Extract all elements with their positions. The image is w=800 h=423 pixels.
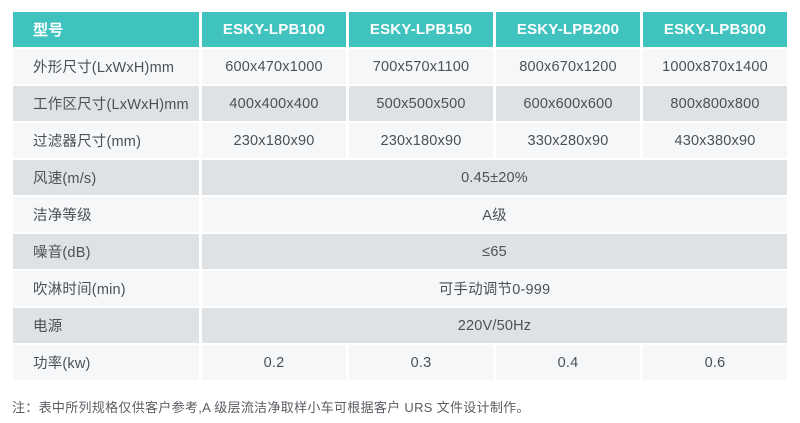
spec-value-merged: 0.45±20% xyxy=(202,160,787,195)
row-label: 过滤器尺寸(mm) xyxy=(13,123,199,158)
header-model-lpb100: ESKY-LPB100 xyxy=(202,12,346,47)
header-model-label: 型号 xyxy=(13,12,199,47)
spec-row: 外形尺寸(LxWxH)mm 600x470x1000 700x570x1100 800… xyxy=(13,49,787,84)
header-model-lpb200: ESKY-LPB200 xyxy=(496,12,640,47)
spec-row: 工作区尺寸(LxWxH)mm 400x400x400 500x500x500 600x… xyxy=(13,86,787,121)
spec-value: 1000x870x1400 xyxy=(643,49,787,84)
row-label: 吹淋时间(min) xyxy=(13,271,199,306)
spec-row: 吹淋时间(min) 可手动调节0-999 xyxy=(13,271,787,306)
spec-value: 600x600x600 xyxy=(496,86,640,121)
spec-row: 洁净等级 A级 xyxy=(13,197,787,232)
spec-value: 800x670x1200 xyxy=(496,49,640,84)
row-label: 电源 xyxy=(13,308,199,343)
spec-value: 0.3 xyxy=(349,345,493,380)
spec-value: 800x800x800 xyxy=(643,86,787,121)
spec-value: 0.6 xyxy=(643,345,787,380)
spec-table: 型号 ESKY-LPB100 ESKY-LPB150 ESKY-LPB200 E… xyxy=(10,10,790,382)
spec-value-merged: A级 xyxy=(202,197,787,232)
spec-value: 0.2 xyxy=(202,345,346,380)
spec-value: 0.4 xyxy=(496,345,640,380)
header-model-lpb150: ESKY-LPB150 xyxy=(349,12,493,47)
spec-value: 700x570x1100 xyxy=(349,49,493,84)
spec-value: 230x180x90 xyxy=(349,123,493,158)
row-label: 洁净等级 xyxy=(13,197,199,232)
spec-value: 230x180x90 xyxy=(202,123,346,158)
spec-value-merged: ≤65 xyxy=(202,234,787,269)
spec-row: 电源 220V/50Hz xyxy=(13,308,787,343)
row-label: 噪音(dB) xyxy=(13,234,199,269)
spec-value: 330x280x90 xyxy=(496,123,640,158)
spec-row: 风速(m/s) 0.45±20% xyxy=(13,160,787,195)
header-row: 型号 ESKY-LPB100 ESKY-LPB150 ESKY-LPB200 E… xyxy=(13,12,787,47)
spec-value: 430x380x90 xyxy=(643,123,787,158)
spec-row: 噪音(dB) ≤65 xyxy=(13,234,787,269)
row-label: 外形尺寸(LxWxH)mm xyxy=(13,49,199,84)
spec-row: 功率(kw) 0.2 0.3 0.4 0.6 xyxy=(13,345,787,380)
row-label: 风速(m/s) xyxy=(13,160,199,195)
spec-value: 600x470x1000 xyxy=(202,49,346,84)
header-model-lpb300: ESKY-LPB300 xyxy=(643,12,787,47)
spec-value-merged: 220V/50Hz xyxy=(202,308,787,343)
spec-value-merged: 可手动调节0-999 xyxy=(202,271,787,306)
footnote: 注：表中所列规格仅供客户参考,A 级层流洁净取样小车可根据客户 URS 文件设计… xyxy=(12,400,530,415)
row-label: 功率(kw) xyxy=(13,345,199,380)
spec-value: 500x500x500 xyxy=(349,86,493,121)
row-label: 工作区尺寸(LxWxH)mm xyxy=(13,86,199,121)
spec-value: 400x400x400 xyxy=(202,86,346,121)
spec-row: 过滤器尺寸(mm) 230x180x90 230x180x90 330x280x90 4… xyxy=(13,123,787,158)
